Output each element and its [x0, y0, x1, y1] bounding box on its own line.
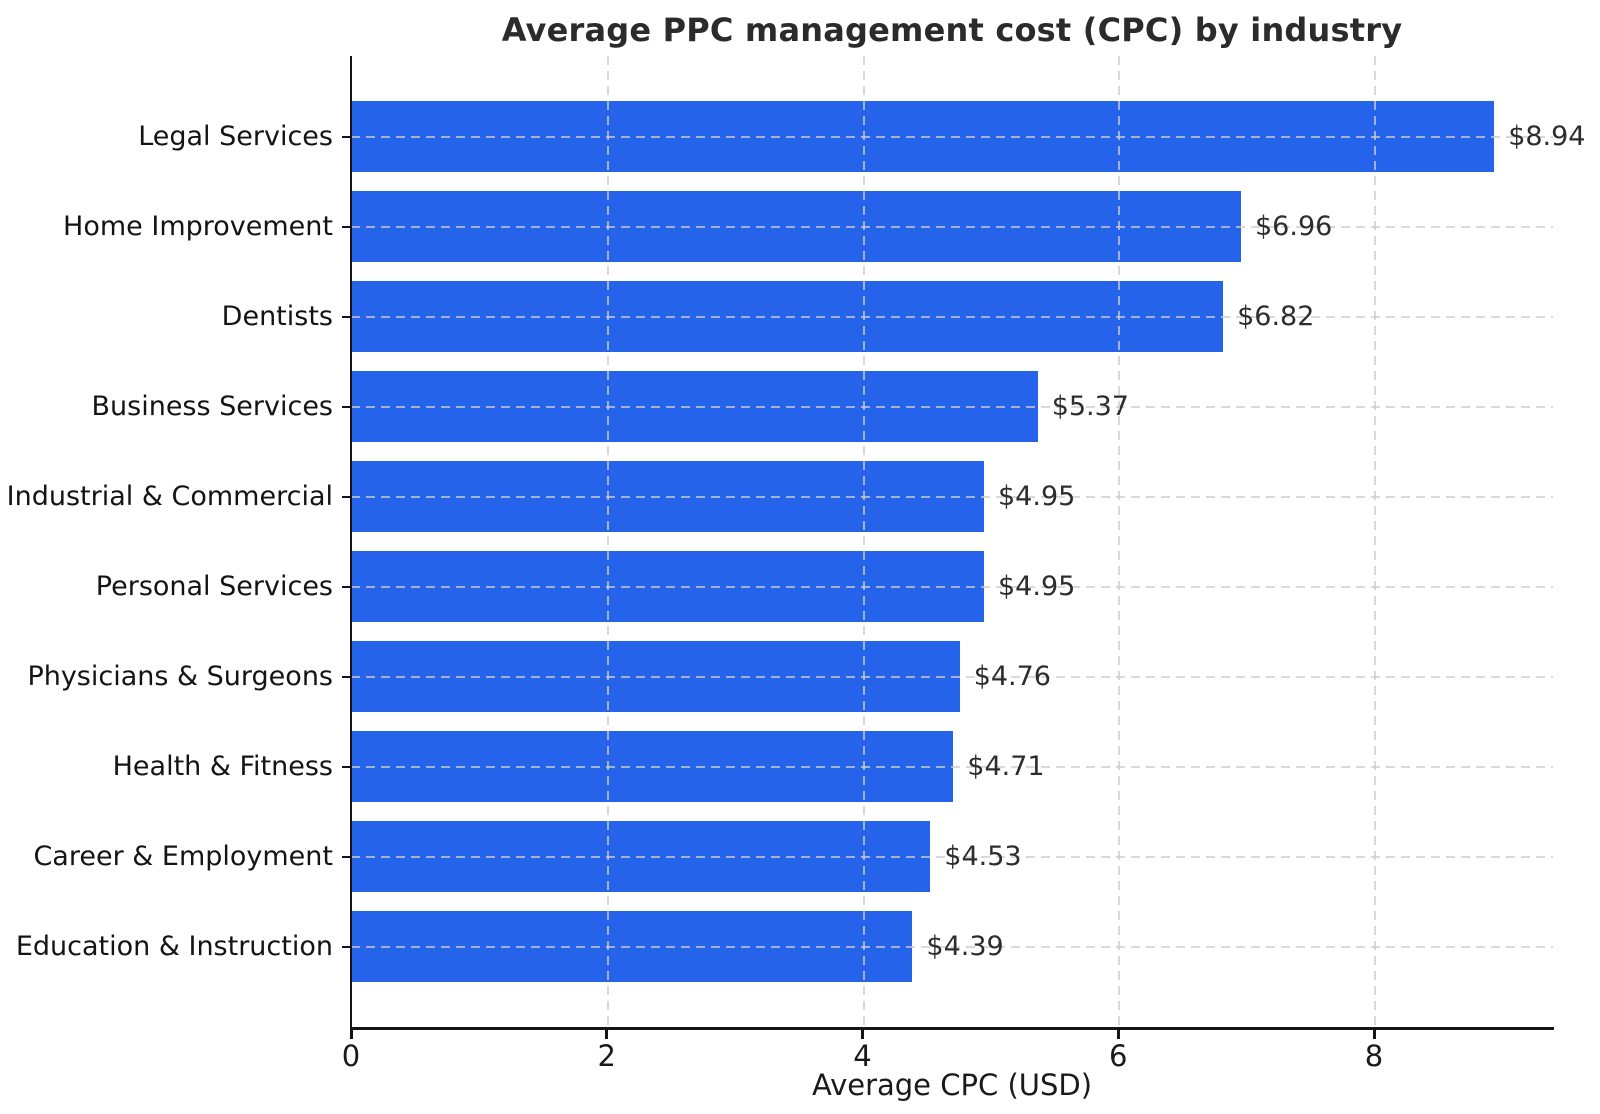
- x-tick-label: 4: [853, 1039, 872, 1073]
- y-tick-mark: [342, 675, 351, 678]
- bar-row: Business Services $5.37: [0, 371, 1600, 442]
- y-tick-mark: [342, 945, 351, 948]
- category-label: Business Services: [91, 391, 334, 422]
- bars-container: Legal Services $8.94 Home Improvement $6.96…: [0, 56, 1600, 1027]
- x-tick-label: 2: [597, 1039, 616, 1073]
- horizontal-gridline: [351, 855, 1553, 858]
- chart-title: Average PPC management cost (CPC) by ind…: [501, 11, 1403, 49]
- y-tick-mark: [342, 315, 351, 318]
- x-tick-mark: [1116, 1029, 1120, 1039]
- category-label: Health & Fitness: [112, 751, 333, 782]
- value-label: $8.94: [1508, 121, 1586, 152]
- value-label: $6.96: [1255, 211, 1333, 242]
- x-tick-label: 8: [1364, 1039, 1384, 1073]
- horizontal-gridline: [351, 135, 1553, 138]
- y-tick-mark: [342, 225, 351, 228]
- category-label: Career & Employment: [33, 841, 333, 872]
- bar-row: Legal Services $8.94: [0, 101, 1600, 172]
- value-label: $4.39: [926, 931, 1004, 962]
- horizontal-gridline: [351, 585, 1553, 588]
- vertical-gridline: [862, 56, 865, 1027]
- y-tick-mark: [342, 855, 351, 858]
- horizontal-gridline: [351, 405, 1553, 408]
- bar-row: Dentists $6.82: [0, 281, 1600, 352]
- vertical-gridline: [1374, 56, 1376, 1027]
- category-label: Industrial & Commercial: [6, 481, 333, 512]
- category-label: Physicians & Surgeons: [27, 661, 333, 692]
- x-axis-line: [350, 1027, 1554, 1030]
- bar-row: Industrial & Commercial $4.95: [0, 461, 1600, 532]
- y-tick-mark: [342, 135, 351, 138]
- horizontal-gridline: [351, 495, 1553, 498]
- value-label: $4.95: [998, 481, 1076, 512]
- value-label: $6.82: [1237, 301, 1315, 332]
- bar-row: Personal Services $4.95: [0, 551, 1600, 622]
- category-label: Dentists: [221, 301, 333, 332]
- x-axis-label: Average CPC (USD): [811, 1068, 1093, 1102]
- value-label: $4.71: [967, 751, 1045, 782]
- category-label: Personal Services: [95, 571, 333, 602]
- y-tick-mark: [342, 405, 351, 408]
- y-axis-line: [350, 56, 352, 1029]
- bar-row: Physicians & Surgeons $4.76: [0, 641, 1600, 712]
- vertical-gridline: [1118, 56, 1121, 1027]
- value-label: $4.53: [944, 841, 1022, 872]
- x-tick-mark: [349, 1029, 353, 1039]
- horizontal-gridline: [351, 765, 1553, 768]
- bar-row: Health & Fitness $4.71: [0, 731, 1600, 802]
- plot-area: [351, 56, 1553, 1027]
- x-tick-label: 6: [1108, 1039, 1128, 1073]
- y-tick-mark: [342, 765, 351, 768]
- y-tick-mark: [342, 585, 351, 588]
- horizontal-gridline: [351, 315, 1553, 318]
- category-label: Home Improvement: [63, 211, 333, 242]
- category-label: Education & Instruction: [15, 931, 333, 962]
- x-tick-mark: [605, 1029, 609, 1039]
- bar-row: Career & Employment $4.53: [0, 821, 1600, 892]
- value-label: $5.37: [1051, 391, 1129, 422]
- bar-row: Home Improvement $6.96: [0, 191, 1600, 262]
- horizontal-gridline: [351, 945, 1553, 948]
- value-label: $4.76: [973, 661, 1051, 692]
- value-label: $4.95: [998, 571, 1076, 602]
- bar-row: Education & Instruction $4.39: [0, 911, 1600, 982]
- x-tick-label: 0: [341, 1039, 361, 1073]
- x-tick-mark: [1372, 1029, 1376, 1039]
- horizontal-gridline: [351, 225, 1553, 228]
- vertical-gridline: [606, 56, 609, 1027]
- y-tick-mark: [342, 495, 351, 498]
- x-tick-mark: [861, 1029, 864, 1039]
- horizontal-gridline: [351, 675, 1553, 678]
- category-label: Legal Services: [138, 121, 333, 152]
